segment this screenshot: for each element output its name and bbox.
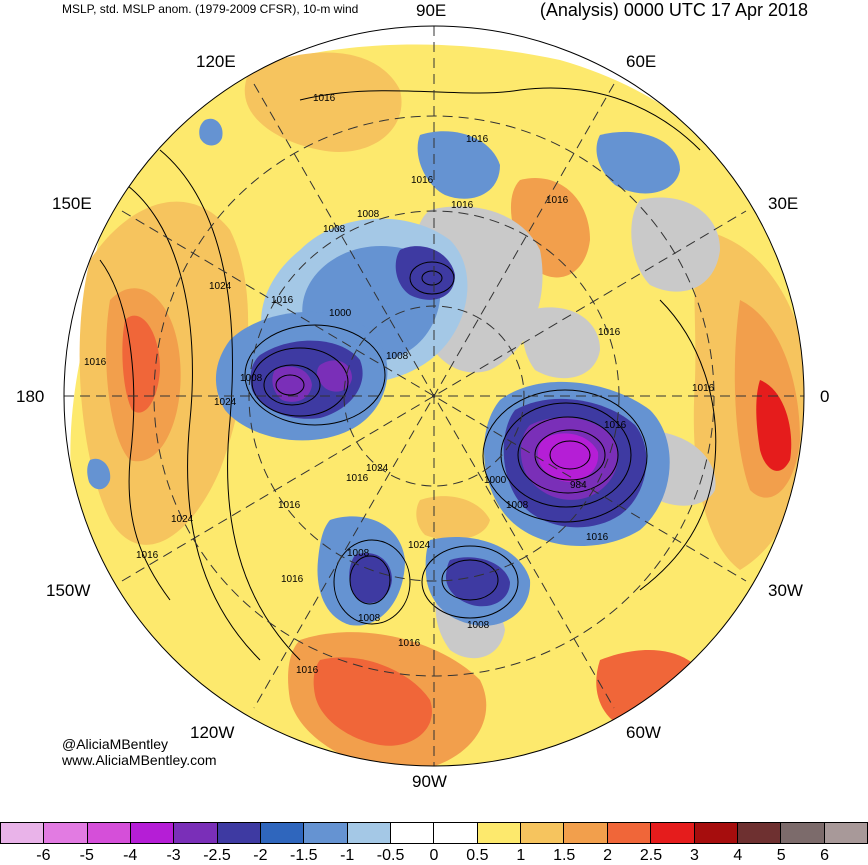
- map-title-right: (Analysis) 0000 UTC 17 Apr 2018: [539, 0, 808, 20]
- isobar-label: 1016: [271, 295, 294, 306]
- colorbar-swatch: [86, 822, 131, 844]
- colorbar-tick-label: 1.5: [553, 847, 576, 864]
- lon-label-150w: 150W: [46, 581, 91, 600]
- colorbar-tick-label: 1: [516, 847, 526, 864]
- lon-label-90e: 90E: [416, 1, 447, 20]
- isobar-label: 1016: [278, 500, 301, 511]
- polar-map: 1016 1016 1016 1008 1008 1016 1024 1016 …: [63, 25, 805, 767]
- lon-label-120e: 120E: [196, 52, 236, 71]
- lon-label-150e: 150E: [52, 194, 92, 213]
- credit-website: www.AliciaMBentley.com: [62, 752, 217, 768]
- isobar-label: 1016: [598, 327, 621, 338]
- graticule: [64, 26, 804, 766]
- anomaly-field: [64, 26, 804, 766]
- isobar-label: 1016: [451, 200, 474, 211]
- colorbar-tick-label: -5: [79, 847, 94, 864]
- isobars: [99, 87, 717, 661]
- isobar-label: 1024: [408, 540, 431, 551]
- colorbar-tick-label: 3: [689, 847, 699, 864]
- lon-label-120w: 120W: [190, 723, 235, 742]
- credits: @AliciaMBentley www.AliciaMBentley.com: [62, 736, 217, 768]
- map-boundary: [63, 25, 805, 767]
- isobar-label: 1000: [484, 475, 507, 486]
- colorbar-swatch: [173, 822, 217, 844]
- isobar-label: 1016: [398, 638, 421, 649]
- colorbar-swatch: [563, 822, 607, 844]
- colorbar-tick-label: 2.5: [639, 847, 663, 864]
- isobar-label: 1016: [692, 383, 715, 394]
- lon-label-30w: 30W: [768, 581, 803, 600]
- colorbar-swatch: [780, 822, 824, 844]
- isobar-label: 1024: [209, 281, 232, 292]
- isobar-label: 1016: [136, 550, 159, 561]
- colorbar-tick-label: -2.5: [203, 847, 231, 864]
- isobar-label: 1008: [358, 613, 381, 624]
- isobar-label: 1016: [84, 357, 107, 368]
- colorbar-tick-label: -2: [253, 847, 268, 864]
- colorbar-swatch: [260, 822, 304, 844]
- lon-label-60w: 60W: [626, 723, 661, 742]
- colorbar-tick-label: 0: [429, 847, 439, 864]
- isobar-label: 1016: [604, 420, 627, 431]
- colorbar-swatch: [823, 822, 868, 844]
- colorbar-swatch: [43, 822, 87, 844]
- colorbar-tick-label: -1: [340, 847, 355, 864]
- isobar-label: 1008: [323, 224, 346, 235]
- lon-label-60e: 60E: [626, 52, 657, 71]
- colorbar-tick-label: 2: [603, 847, 613, 864]
- isobar-label: 1008: [240, 373, 263, 384]
- colorbar: [0, 822, 868, 846]
- colorbar-swatch: [130, 822, 174, 844]
- isobar-label: 1016: [313, 93, 336, 104]
- isobar-label: 1024: [214, 397, 237, 408]
- isobar-label: 1016: [296, 665, 319, 676]
- colorbar-swatch: [693, 822, 737, 844]
- colorbar-swatch: [476, 822, 521, 844]
- colorbar-tick-label: -0.5: [376, 847, 405, 864]
- lon-label-30e: 30E: [768, 194, 799, 213]
- colorbar-swatch: [433, 822, 477, 844]
- lon-label-180: 180: [16, 387, 45, 406]
- colorbar-ticks: -6 -5 -4 -3 -2.5 -2 -1.5 -1 -0.5 0 0.5 1 1.5 2 2.5 3 4 5 6: [0, 847, 868, 865]
- credit-twitter: @AliciaMBentley: [62, 736, 169, 752]
- isobar-label: 1016: [586, 532, 609, 543]
- lon-label-0: 0: [820, 387, 830, 406]
- colorbar-swatch: [520, 822, 564, 844]
- colorbar-tick-label: -4: [123, 847, 138, 864]
- isobar-label: 1016: [466, 134, 489, 145]
- colorbar-swatch: [0, 822, 44, 844]
- colorbar-tick-label: 4: [733, 847, 743, 864]
- isobar-label: 1016: [281, 574, 304, 585]
- isobar-label: 1024: [171, 514, 194, 525]
- isobar-label: 1024: [366, 463, 389, 474]
- isobar-label: 984: [570, 480, 587, 491]
- colorbar-tick-label: -3: [166, 847, 181, 864]
- isobar-label: 1008: [386, 351, 409, 362]
- colorbar-swatch: [303, 822, 347, 844]
- colorbar-swatch: [736, 822, 781, 844]
- colorbar-tick-label: -1.5: [290, 847, 318, 864]
- colorbar-swatch: [390, 822, 434, 844]
- isobar-label: 1016: [346, 473, 369, 484]
- isobar-labels: 1016 1016 1016 1008 1008 1016 1024 1016 …: [84, 93, 715, 676]
- colorbar-tick-label: 0.5: [466, 847, 489, 864]
- isobar-label: 1008: [506, 500, 529, 511]
- colorbar-swatch: [606, 822, 651, 844]
- isobar-label: 1008: [347, 548, 370, 559]
- isobar-label: 1008: [357, 209, 380, 220]
- isobar-label: 1008: [467, 620, 490, 631]
- isobar-label: 1000: [329, 308, 352, 319]
- map-title-left: MSLP, std. MSLP anom. (1979-2009 CFSR), …: [62, 2, 359, 16]
- isobar-label: 1016: [546, 195, 569, 206]
- colorbar-swatch: [216, 822, 261, 844]
- colorbar-swatch: [346, 822, 391, 844]
- isobar-label: 1016: [411, 175, 434, 186]
- lon-label-90w: 90W: [412, 772, 447, 791]
- colorbar-tick-label: 6: [820, 847, 830, 864]
- colorbar-swatch: [650, 822, 694, 844]
- colorbar-tick-label: -6: [36, 847, 51, 864]
- colorbar-tick-label: 5: [776, 847, 786, 864]
